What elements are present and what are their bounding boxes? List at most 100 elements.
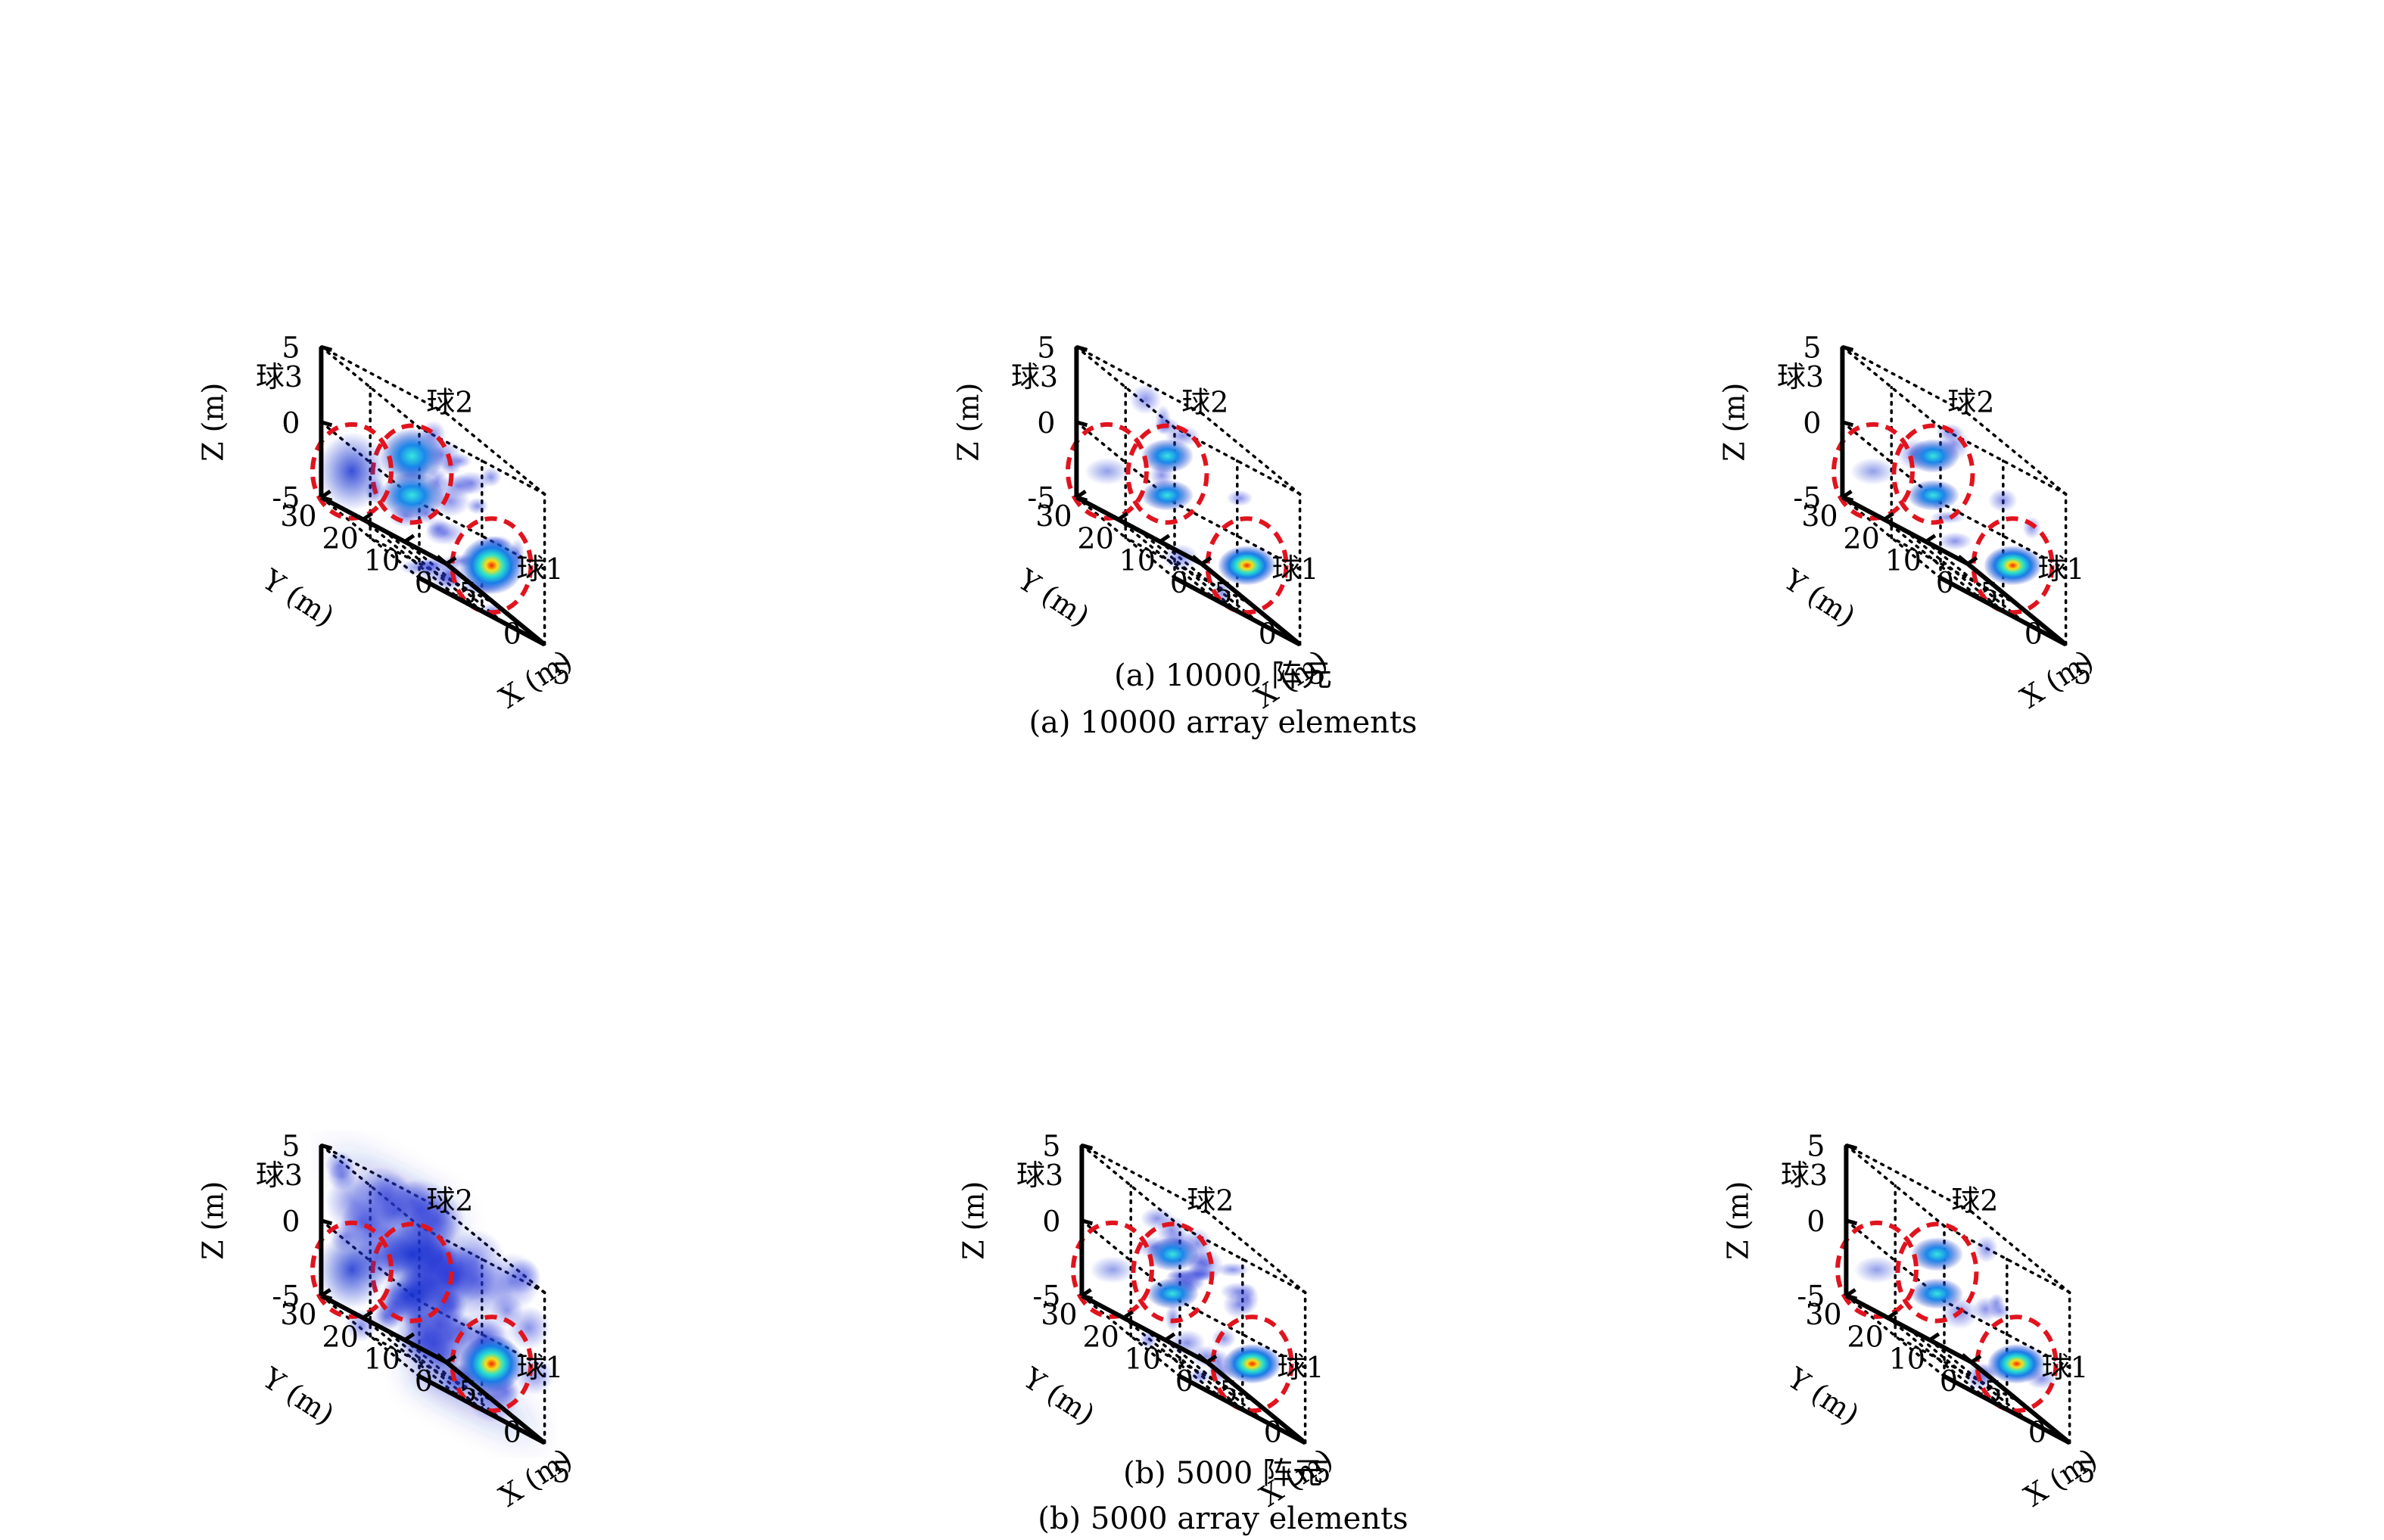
x-tick-mark [1197, 1353, 1209, 1364]
noise-speckle [1988, 1293, 2006, 1312]
x-tick-label: 5 [552, 1456, 571, 1489]
target-ring [310, 1220, 394, 1319]
y-tick-label: 20 [1082, 1320, 1119, 1353]
target-2: 球2 [1895, 1184, 1998, 1324]
target-1: 球1 [450, 516, 564, 615]
axis-line [1939, 576, 2068, 647]
z-axis-label: Z (m) [1717, 383, 1751, 462]
z-tick-label: 5 [1803, 331, 1821, 364]
noise-speckle [1937, 531, 1973, 551]
axis-line [319, 495, 448, 566]
box-gridline [1075, 345, 1203, 415]
x-tick-label: 0 [503, 617, 521, 650]
y-tick-label: 0 [415, 1364, 433, 1398]
target-label: 球3 [1781, 1159, 1828, 1192]
x-tick-label: 0 [1264, 1415, 1282, 1448]
y-tick-mark [1887, 1310, 1898, 1320]
target-3: 球3 [1011, 360, 1149, 521]
z-tick-label: -5 [272, 481, 300, 515]
box-gridline [369, 536, 497, 606]
z-axis-label: Z (m) [196, 383, 229, 462]
target-3: 球3 [256, 360, 394, 521]
target-label: 球2 [426, 385, 473, 418]
x-tick-mark [1289, 635, 1302, 646]
target-label: 球3 [256, 360, 303, 394]
target-label: 球1 [2041, 1351, 2088, 1384]
y-tick-label: 0 [1175, 1364, 1194, 1398]
box-gridline [1206, 1210, 1307, 1294]
z-tick-label: 5 [1807, 1129, 1825, 1162]
y-tick-mark [1966, 555, 1978, 566]
y-tick-mark [320, 490, 331, 499]
y-tick-mark [1075, 490, 1087, 499]
y-tick-label: 10 [364, 1342, 400, 1376]
y-tick-label: 30 [280, 499, 316, 533]
target-blob [1218, 546, 1276, 586]
z-tick-label: 0 [282, 406, 300, 440]
x-axis-label: X (m) [493, 1442, 578, 1513]
z-tick-mark [1081, 1218, 1094, 1226]
x-tick-label: 0 [2028, 1415, 2046, 1448]
y-tick-label: 10 [364, 544, 400, 577]
y-tick-mark [445, 555, 457, 566]
target-2: 球2 [1891, 385, 1994, 525]
z-tick-label: 5 [1042, 1129, 1060, 1162]
x-tick-label: 5 [552, 658, 571, 691]
y-tick-mark [1883, 512, 1894, 521]
x-tick-mark [1294, 1433, 1307, 1445]
target-label: 球1 [516, 1351, 563, 1384]
z-tick-label: 5 [282, 1129, 300, 1162]
axis-line [1173, 576, 1302, 647]
noise-speckle [1168, 1329, 1206, 1357]
y-tick-mark [362, 1310, 373, 1320]
target-blob [1089, 1255, 1135, 1283]
caption-a-cn: (a) 10000 阵元 [1114, 658, 1332, 693]
x-tick-mark [436, 1353, 448, 1364]
target-label: 球2 [1951, 1184, 1998, 1217]
target-ring [450, 516, 534, 615]
y-tick-label: 20 [1077, 521, 1113, 555]
noise-speckle [505, 1258, 541, 1294]
axis-line [1178, 1374, 1307, 1445]
target-ring [1065, 422, 1149, 521]
y-tick-label: 20 [322, 1320, 358, 1353]
y-tick-label: 10 [1119, 544, 1156, 577]
z-tick-mark [1845, 1218, 1858, 1226]
target-blob [459, 537, 524, 595]
target-ring [1210, 1314, 1294, 1414]
noise-speckle [437, 474, 479, 498]
y-tick-mark [1925, 534, 1937, 543]
z-tick-mark [1841, 345, 1854, 352]
x-tick-label: -5 [449, 1375, 477, 1408]
axis-line [319, 1293, 448, 1364]
y-tick-label: 30 [1805, 1298, 1841, 1331]
noise-speckle [1189, 1368, 1211, 1385]
target-label: 球2 [1181, 385, 1228, 418]
x-tick-mark [1246, 1393, 1258, 1405]
z-tick-label: -5 [1797, 1280, 1825, 1313]
target-2: 球2 [370, 1184, 473, 1324]
target-blob [380, 472, 444, 518]
noise-speckle [1211, 1328, 1237, 1349]
y-tick-mark [403, 534, 415, 543]
target-ring [1835, 1220, 1919, 1319]
x-tick-label: -5 [1204, 577, 1232, 610]
y-tick-label: 30 [1801, 499, 1838, 533]
noise-speckle [480, 467, 502, 487]
target-ring [1070, 1220, 1154, 1319]
target-label: 球1 [2037, 552, 2084, 586]
y-tick-label: 20 [1847, 1320, 1883, 1353]
y-tick-mark [1845, 1288, 1856, 1298]
target-blob [1141, 480, 1194, 511]
target-blob [1907, 480, 1959, 511]
y-tick-mark [445, 1354, 457, 1364]
x-tick-label: 0 [2025, 617, 2043, 650]
target-label: 球2 [1947, 385, 1994, 418]
target-2: 球2 [370, 385, 473, 525]
x-tick-mark [2059, 1433, 2071, 1445]
y-tick-mark [1081, 1288, 1092, 1298]
z-tick-label: 0 [1037, 406, 1055, 440]
y-tick-mark [1159, 534, 1171, 543]
